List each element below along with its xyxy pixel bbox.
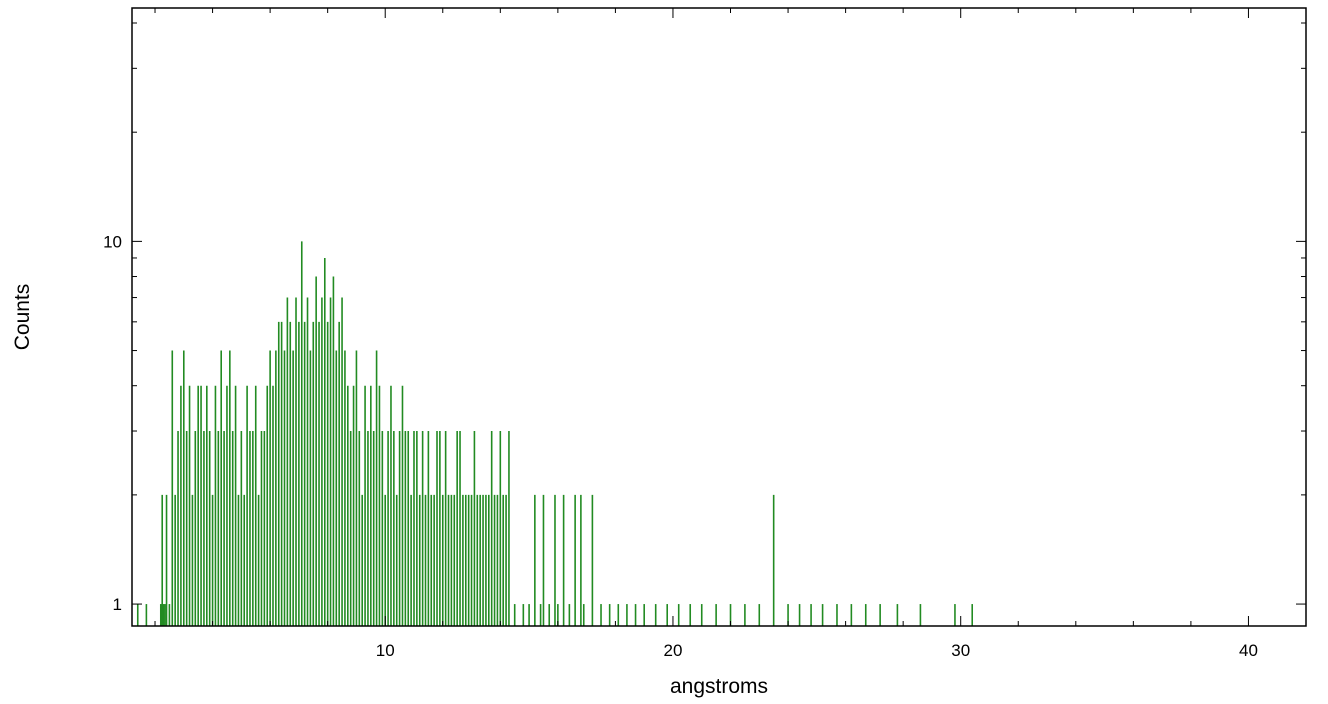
histogram-bars	[138, 241, 972, 626]
x-tick-label: 20	[663, 641, 682, 660]
y-tick-label: 10	[103, 232, 122, 251]
x-axis-title: angstroms	[670, 675, 768, 698]
y-tick-label: 1	[113, 595, 122, 614]
x-tick-label: 10	[376, 641, 395, 660]
y-axis-title: Counts	[11, 284, 34, 351]
x-tick-label: 30	[951, 641, 970, 660]
x-tick-label: 40	[1239, 641, 1258, 660]
